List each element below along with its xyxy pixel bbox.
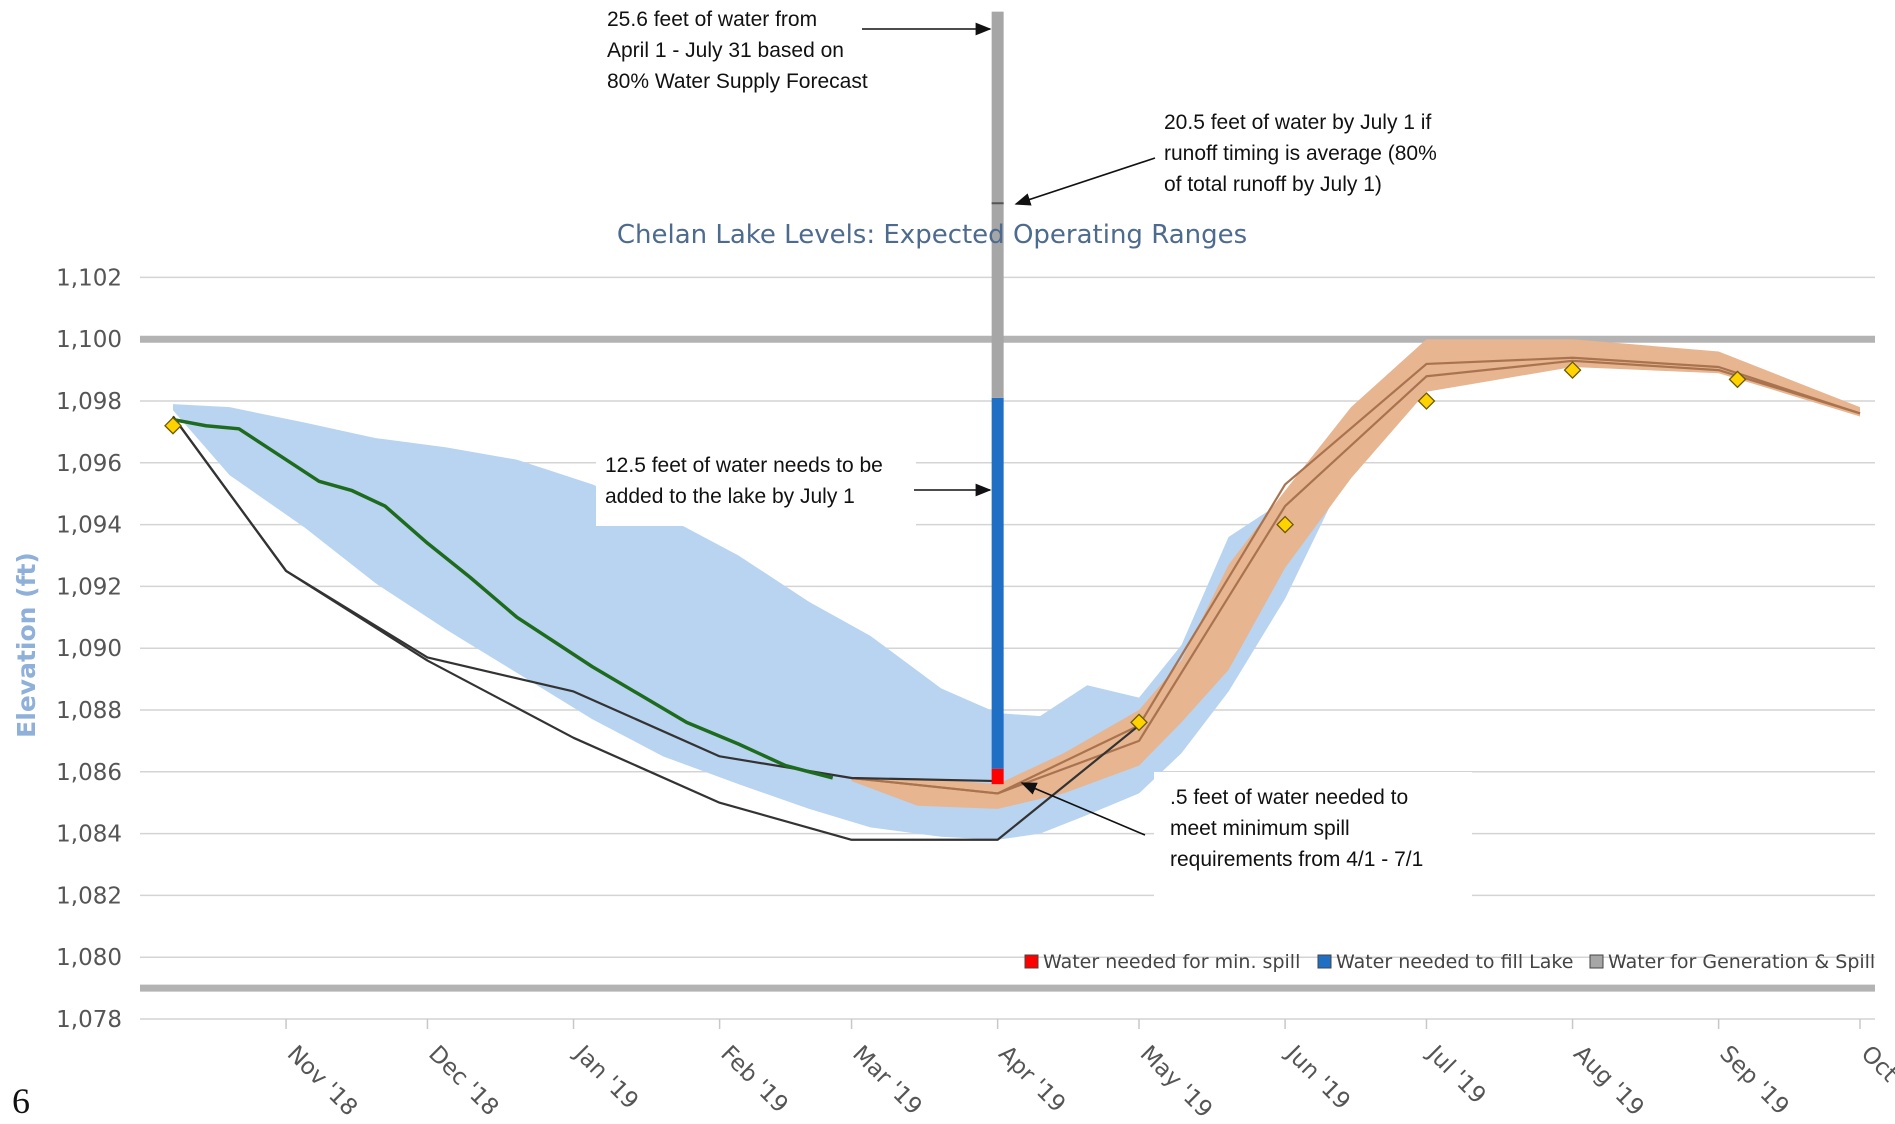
forecast-diamond-2 xyxy=(1276,515,1295,534)
x-tick-label: Jan '19 xyxy=(568,1039,643,1114)
y-axis-ticks: 1,078 1,080 1,082 1,084 1,086 1,088 1,090 1,092… xyxy=(56,265,122,1033)
x-tick-label: Aug '19 xyxy=(1568,1041,1648,1121)
x-tick-label: Apr '19 xyxy=(993,1041,1070,1118)
legend: Water needed for min. spill Water needed … xyxy=(1024,951,1875,973)
annotation-arrow-4 xyxy=(1020,782,1146,836)
range-band-1 xyxy=(851,339,1860,809)
y-tick-label: 1,094 xyxy=(56,513,122,539)
annotation-line: runoff timing is average (80% xyxy=(1164,142,1437,165)
series-layer xyxy=(172,339,1861,841)
x-tick-label: Nov '18 xyxy=(282,1041,362,1121)
x-tick-label: May '19 xyxy=(1135,1041,1217,1123)
page-number: 6 xyxy=(12,1081,30,1121)
annotation-bg-4 xyxy=(1154,772,1472,900)
annotation-text-3: 12.5 feet of water needs to be added to t… xyxy=(605,454,883,508)
y-tick-label: 1,078 xyxy=(56,1007,122,1033)
y-tick-label: 1,080 xyxy=(56,945,122,971)
y-tick-label: 1,102 xyxy=(56,265,122,291)
y-axis-label: Elevation (ft) xyxy=(12,552,41,738)
forecast-diamond-3 xyxy=(1417,392,1436,410)
forecast-diamond-4 xyxy=(1563,361,1582,380)
stacked-water-bar xyxy=(991,11,1004,785)
y-tick-label: 1,086 xyxy=(56,760,122,786)
annotation-arrow-2 xyxy=(1014,157,1156,206)
y-tick-label: 1,090 xyxy=(56,636,122,662)
annotation-line: 25.6 feet of water from xyxy=(607,8,817,31)
y-tick-label: 1,098 xyxy=(56,389,122,415)
legend-label-2: Water for Generation & Spill xyxy=(1608,951,1875,973)
x-tick-label: Dec '18 xyxy=(423,1041,503,1121)
annotation-line: meet minimum spill xyxy=(1170,817,1350,840)
annotation-line: .5 feet of water needed to xyxy=(1170,786,1408,809)
annotation-bg-3 xyxy=(596,440,916,526)
forecast-diamond-1 xyxy=(1130,713,1148,732)
legend-swatch-0 xyxy=(1024,954,1039,969)
annotation-line: April 1 - July 31 based on xyxy=(607,39,844,62)
forecast-diamond-0 xyxy=(164,416,182,435)
grid-lines xyxy=(140,276,1875,1020)
annotation-line: 20.5 feet of water by July 1 if xyxy=(1164,111,1431,134)
y-tick-label: 1,082 xyxy=(56,883,122,909)
series-line-5 xyxy=(172,415,998,783)
x-tick-label: Sep '19 xyxy=(1714,1041,1793,1120)
legend-label-0: Water needed for min. spill xyxy=(1043,951,1300,973)
series-line-2 xyxy=(851,356,1861,795)
annotation-text-1: 25.6 feet of water from April 1 - July 31… xyxy=(607,8,868,93)
x-axis-ticks: Nov '18 Dec '18 Jan '19 Feb '19 Mar '19 Apr '… xyxy=(282,1019,1895,1123)
annotation-line: 80% Water Supply Forecast xyxy=(607,70,868,93)
chart-title: Chelan Lake Levels: Expected Operating R… xyxy=(617,220,1247,250)
x-tick-label: Jul '19 xyxy=(1421,1039,1491,1109)
x-tick-label: Oct xyxy=(1856,1041,1895,1088)
legend-swatch-1 xyxy=(1317,954,1332,969)
annotation-text-4: .5 feet of water needed to meet minimum s… xyxy=(1170,786,1423,871)
bar-segment-1 xyxy=(991,397,1004,769)
forecast-diamond-5 xyxy=(1728,370,1747,389)
annotation-line: 12.5 feet of water needs to be xyxy=(605,454,883,477)
y-tick-label: 1,088 xyxy=(56,698,122,724)
bar-segment-0 xyxy=(991,768,1004,785)
y-tick-label: 1,100 xyxy=(56,327,122,353)
annotation-line: of total runoff by July 1) xyxy=(1164,173,1382,196)
legend-swatch-2 xyxy=(1589,954,1604,969)
annotation-line: requirements from 4/1 - 7/1 xyxy=(1170,848,1423,871)
annotation-text-2: 20.5 feet of water by July 1 if runoff ti… xyxy=(1164,111,1437,196)
x-tick-label: Jun '19 xyxy=(1279,1039,1355,1115)
series-line-6 xyxy=(172,417,834,780)
annotation-line: added to the lake by July 1 xyxy=(605,485,855,508)
y-tick-label: 1,096 xyxy=(56,451,122,477)
x-tick-label: Feb '19 xyxy=(715,1041,793,1119)
y-tick-label: 1,084 xyxy=(56,822,122,848)
annotations: 25.6 feet of water from April 1 - July 31… xyxy=(596,8,1472,900)
y-tick-label: 1,092 xyxy=(56,574,122,600)
forecast-markers xyxy=(164,361,1747,732)
legend-label-1: Water needed to fill Lake xyxy=(1336,951,1573,973)
range-band-0 xyxy=(172,348,1427,840)
bar-segment-2 xyxy=(991,11,1004,398)
x-tick-label: Mar '19 xyxy=(847,1041,926,1120)
